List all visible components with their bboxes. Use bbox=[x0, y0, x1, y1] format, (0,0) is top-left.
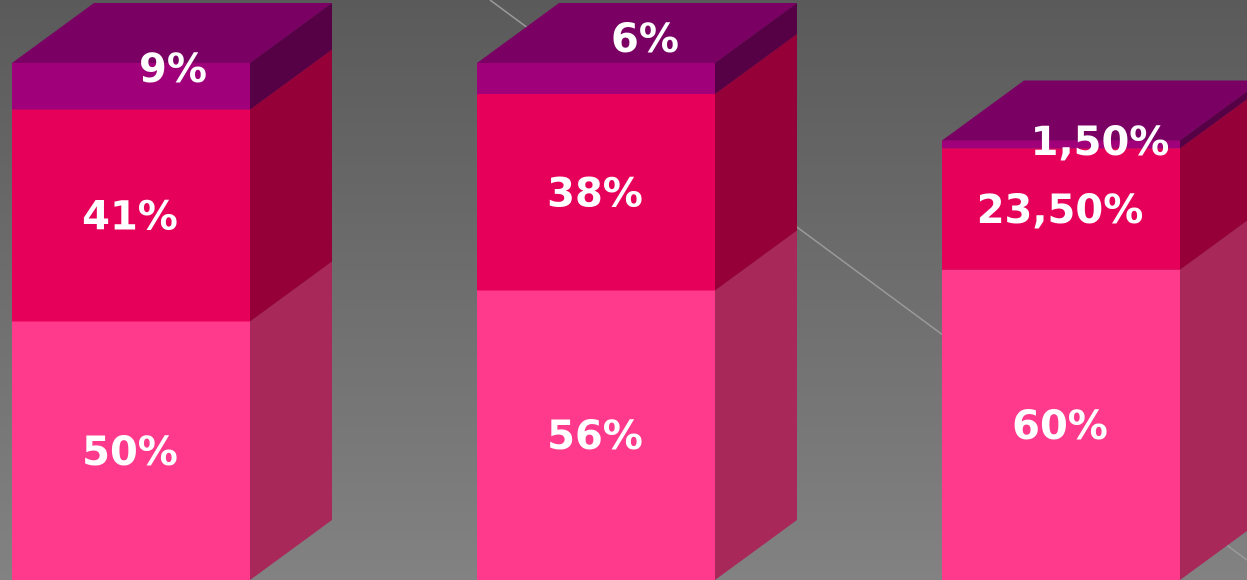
data-label-2-3: 6% bbox=[611, 16, 679, 62]
data-label-1-2: 41% bbox=[82, 194, 178, 240]
data-label-2-1: 56% bbox=[547, 413, 643, 459]
bar-segment-1-3 bbox=[12, 63, 250, 110]
data-label-1-1: 50% bbox=[82, 429, 178, 475]
bar-segment-2-1 bbox=[477, 290, 715, 580]
bar-side-2-1 bbox=[715, 230, 797, 580]
data-label-1-3: 9% bbox=[139, 46, 207, 92]
bar-top-1 bbox=[12, 3, 332, 63]
bar-segment-2-2 bbox=[477, 94, 715, 291]
data-label-2-2: 38% bbox=[547, 170, 643, 216]
bar-side-3-2 bbox=[1180, 99, 1247, 270]
data-label-3-1: 60% bbox=[1012, 403, 1108, 449]
bar-group-3: 60% 23,50% 1,50% bbox=[942, 80, 1247, 580]
bar-side-2-2 bbox=[715, 34, 797, 291]
bar-side-3-3 bbox=[1180, 91, 1247, 149]
bar-segment-1-2 bbox=[12, 109, 250, 322]
bar-group-2: 56% 38% 6% bbox=[477, 3, 797, 580]
data-label-3-2: 23,50% bbox=[977, 187, 1144, 233]
bar-segment-1-1 bbox=[12, 321, 250, 580]
bar-segment-3-3 bbox=[942, 140, 1180, 149]
bar-group-1: 50% 41% 9% bbox=[12, 3, 332, 580]
bar-top-3 bbox=[942, 80, 1247, 141]
bar-side-1-1 bbox=[250, 261, 332, 580]
bar-segment-3-2 bbox=[942, 148, 1180, 270]
bar-segment-2-3 bbox=[477, 63, 715, 95]
bar-segment-3-1 bbox=[942, 269, 1180, 580]
bar-side-1-2 bbox=[250, 49, 332, 322]
bar-top-2 bbox=[477, 3, 797, 63]
bar-side-1-3 bbox=[250, 3, 332, 110]
bar-side-3-1 bbox=[1180, 220, 1247, 580]
data-label-3-3: 1,50% bbox=[1031, 119, 1170, 165]
bar-side-2-3 bbox=[715, 3, 797, 95]
